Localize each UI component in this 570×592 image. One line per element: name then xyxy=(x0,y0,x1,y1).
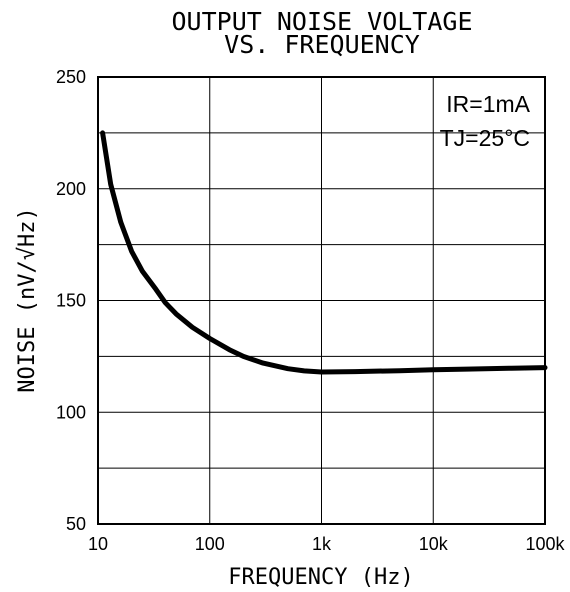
x-tick-labels: 10 100 1k 10k 100k xyxy=(88,534,566,554)
annotation-ir: IR=1mA xyxy=(446,91,530,117)
x-tick-label: 100k xyxy=(525,534,565,554)
y-tick-label: 100 xyxy=(56,402,86,422)
y-tick-labels: 50 100 150 200 250 xyxy=(56,67,86,534)
y-tick-label: 50 xyxy=(66,514,86,534)
x-axis-label: FREQUENCY (Hz) xyxy=(228,565,413,590)
plot-frame xyxy=(97,76,546,525)
x-tick-label: 100 xyxy=(195,534,225,554)
y-tick-label: 250 xyxy=(56,67,86,87)
y-axis-label: NOISE (nV/√Hz) xyxy=(15,207,40,392)
x-tick-label: 10 xyxy=(88,534,108,554)
x-tick-label: 1k xyxy=(312,534,332,554)
y-tick-label: 150 xyxy=(56,291,86,311)
noise-curve-series xyxy=(100,130,548,375)
chart-title-line-1: OUTPUT NOISE VOLTAGE xyxy=(171,7,472,36)
x-tick-label: 10k xyxy=(419,534,449,554)
chart-title-line-2: VS. FREQUENCY xyxy=(224,30,420,59)
y-tick-label: 200 xyxy=(56,179,86,199)
annotation-tj: TJ=25°C xyxy=(440,125,530,151)
